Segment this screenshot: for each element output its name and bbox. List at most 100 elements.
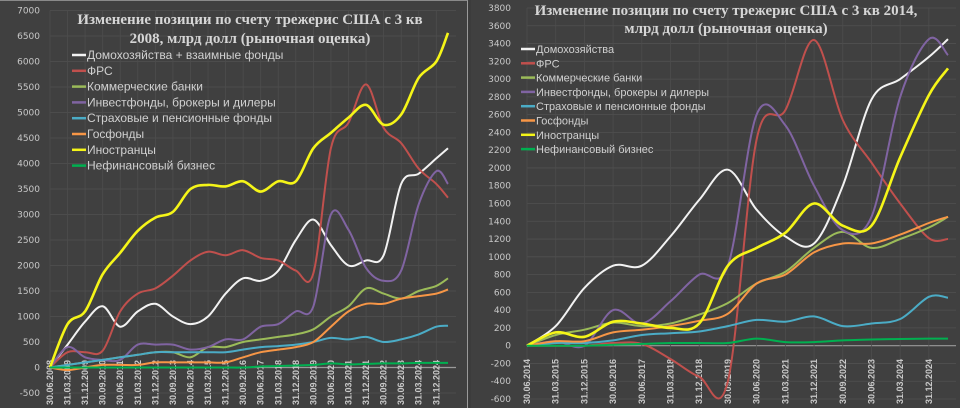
x-tick-label: 30.09.2022	[379, 360, 389, 405]
y-tick-label: 2000	[488, 164, 511, 174]
x-tick-label: 30.06.2014	[185, 360, 195, 405]
x-tick-label: 30.06.2017	[256, 360, 266, 405]
chart-title: млрд долл (рыночная оценка)	[624, 21, 827, 37]
x-tick-label: 30.06.2020	[752, 359, 762, 404]
x-tick-label: 30.09.2019	[308, 360, 318, 405]
y-tick-label: 2400	[488, 128, 511, 138]
x-tick-label: 30.06.2008	[45, 360, 55, 405]
y-tick-label: 3800	[488, 4, 511, 14]
x-tick-label: 31.12.2018	[694, 359, 704, 404]
series-line-3	[49, 169, 449, 369]
x-tick-label: 30.09.2013	[168, 360, 178, 405]
x-tick-label: 31.03.2015	[551, 359, 561, 404]
series-line-2	[49, 277, 449, 369]
y-tick-label: -500	[20, 389, 41, 399]
x-tick-label: 31.03.2015	[203, 360, 213, 405]
y-tick-label: 3000	[17, 211, 40, 221]
x-tick-label: 31.03.2024	[414, 360, 424, 405]
legend-label: Домохозяйства	[536, 44, 615, 56]
legend-label: Коммерческие банки	[87, 80, 203, 94]
series-line-4	[49, 324, 449, 369]
x-tick-label: 31.12.2024	[431, 360, 441, 405]
chart-title: Изменение позиции по счету трежерис США …	[535, 3, 918, 19]
y-tick-label: 400	[494, 306, 511, 316]
y-tick-label: -200	[491, 359, 512, 369]
legend-label: Домохозяйства + взаимные фонды	[87, 48, 283, 62]
legend-label: Иностранцы	[536, 130, 599, 142]
x-tick-label: 31.03.2024	[895, 359, 905, 404]
y-tick-label: 600	[494, 288, 511, 298]
legend-label: Инвестфонды, брокеры и дилеры	[536, 87, 709, 99]
x-tick-label: 31.03.2009	[63, 360, 73, 405]
y-tick-label: 1500	[17, 287, 40, 297]
legend-label: Иностранцы	[87, 143, 156, 157]
legend-label: Страховые и пенсионные фонды	[536, 101, 706, 113]
series-line-1	[526, 39, 949, 400]
series-line-7	[526, 337, 949, 347]
x-tick-label: 31.12.2018	[291, 360, 301, 405]
chart-panel-2014: -600 -400 -200 0 200 400 600 800 1000 1200 1400 160…	[471, 0, 960, 408]
legend-label: Госфонды	[536, 116, 588, 128]
x-tick-label: 31.03.2021	[344, 360, 354, 405]
y-tick-label: 6000	[17, 58, 40, 68]
series-line-5	[526, 215, 949, 347]
legend-label: Коммерческие банки	[536, 73, 642, 85]
y-tick-label: 3500	[17, 185, 40, 195]
y-tick-label: 5000	[17, 109, 40, 119]
y-tick-label: 3200	[488, 57, 511, 67]
y-tick-label: 1000	[488, 253, 511, 263]
series-line-7	[49, 361, 448, 369]
series-line-4	[526, 294, 949, 347]
x-tick-label: 30.06.2023	[866, 359, 876, 404]
x-tick-label: 31.12.2024	[924, 359, 934, 404]
x-tick-label: 31.03.2012	[133, 360, 143, 405]
x-tick-label: 31.12.2015	[579, 359, 589, 404]
chart-2008-svg: -500 0 500 1000 1500 2000 2500 3000 3500 4000 4500…	[17, 7, 456, 405]
y-tick-label: 1600	[488, 200, 511, 210]
y-tick-label: 2800	[488, 93, 511, 103]
legend-label: Инвестфонды, брокеры и дилеры	[87, 95, 276, 109]
legend-label: Госфонды	[87, 127, 144, 141]
y-tick-label: -400	[491, 377, 512, 387]
y-tick-label: 2200	[488, 146, 511, 156]
series-line-6	[48, 32, 450, 368]
x-tick-label: 30.06.2014	[522, 359, 532, 404]
series-line-1	[49, 83, 449, 369]
y-tick-label: 6500	[17, 32, 40, 42]
legend-label: Нефинансовый бизнес	[536, 144, 654, 156]
x-tick-label: 31.12.2015	[221, 360, 231, 405]
y-tick-label: 2500	[17, 236, 40, 246]
y-tick-label: 800	[494, 271, 511, 281]
series-line-0	[49, 147, 449, 369]
x-tick-label: 30.09.2022	[838, 359, 848, 404]
x-tick-label: 31.12.2021	[361, 360, 371, 405]
legend-label: ФРС	[87, 64, 113, 78]
chart-title: 2008, млрд долл (рыночная оценка)	[130, 31, 371, 47]
y-tick-label: 3600	[488, 22, 511, 32]
y-tick-label: 2600	[488, 111, 511, 121]
x-tick-label: 31.03.2021	[780, 359, 790, 404]
y-tick-label: 500	[23, 338, 40, 348]
y-tick-label: 3400	[488, 40, 511, 50]
x-tick-label: 30.09.2010	[98, 360, 108, 405]
y-tick-label: 0	[505, 342, 511, 352]
x-tick-label: 31.03.2018	[273, 360, 283, 405]
series-line-6	[526, 67, 950, 347]
y-tick-label: 1400	[488, 217, 511, 227]
y-tick-label: 4500	[17, 134, 40, 144]
y-tick-label: 2000	[17, 262, 40, 272]
y-tick-label: -600	[491, 395, 512, 405]
y-tick-label: 1800	[488, 182, 511, 192]
series-line-3	[526, 36, 949, 349]
y-tick-label: 3000	[488, 75, 511, 85]
chart-2014-svg: -600 -400 -200 0 200 400 600 800 1000 1200 1400 160…	[488, 3, 956, 405]
y-tick-label: 5500	[17, 83, 40, 93]
x-tick-label: 30.06.2017	[637, 359, 647, 404]
y-tick-label: 200	[494, 324, 511, 334]
series-line-5	[49, 288, 449, 372]
chart-panel-2008: -500 0 500 1000 1500 2000 2500 3000 3500 4000 4500…	[0, 0, 468, 408]
y-tick-label: 7000	[17, 7, 40, 17]
legend-label: ФРС	[536, 58, 560, 70]
y-tick-label: 1000	[17, 313, 40, 323]
